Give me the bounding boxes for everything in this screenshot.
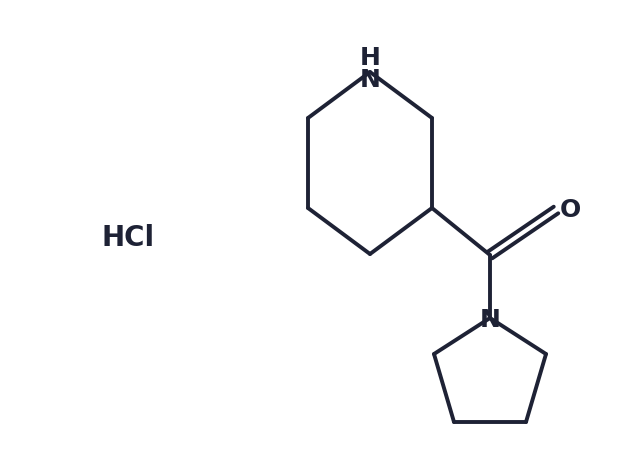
Text: H: H	[360, 46, 380, 70]
Text: O: O	[559, 198, 580, 222]
Text: HCl: HCl	[101, 224, 155, 252]
Text: N: N	[479, 308, 500, 332]
Text: N: N	[360, 68, 380, 92]
